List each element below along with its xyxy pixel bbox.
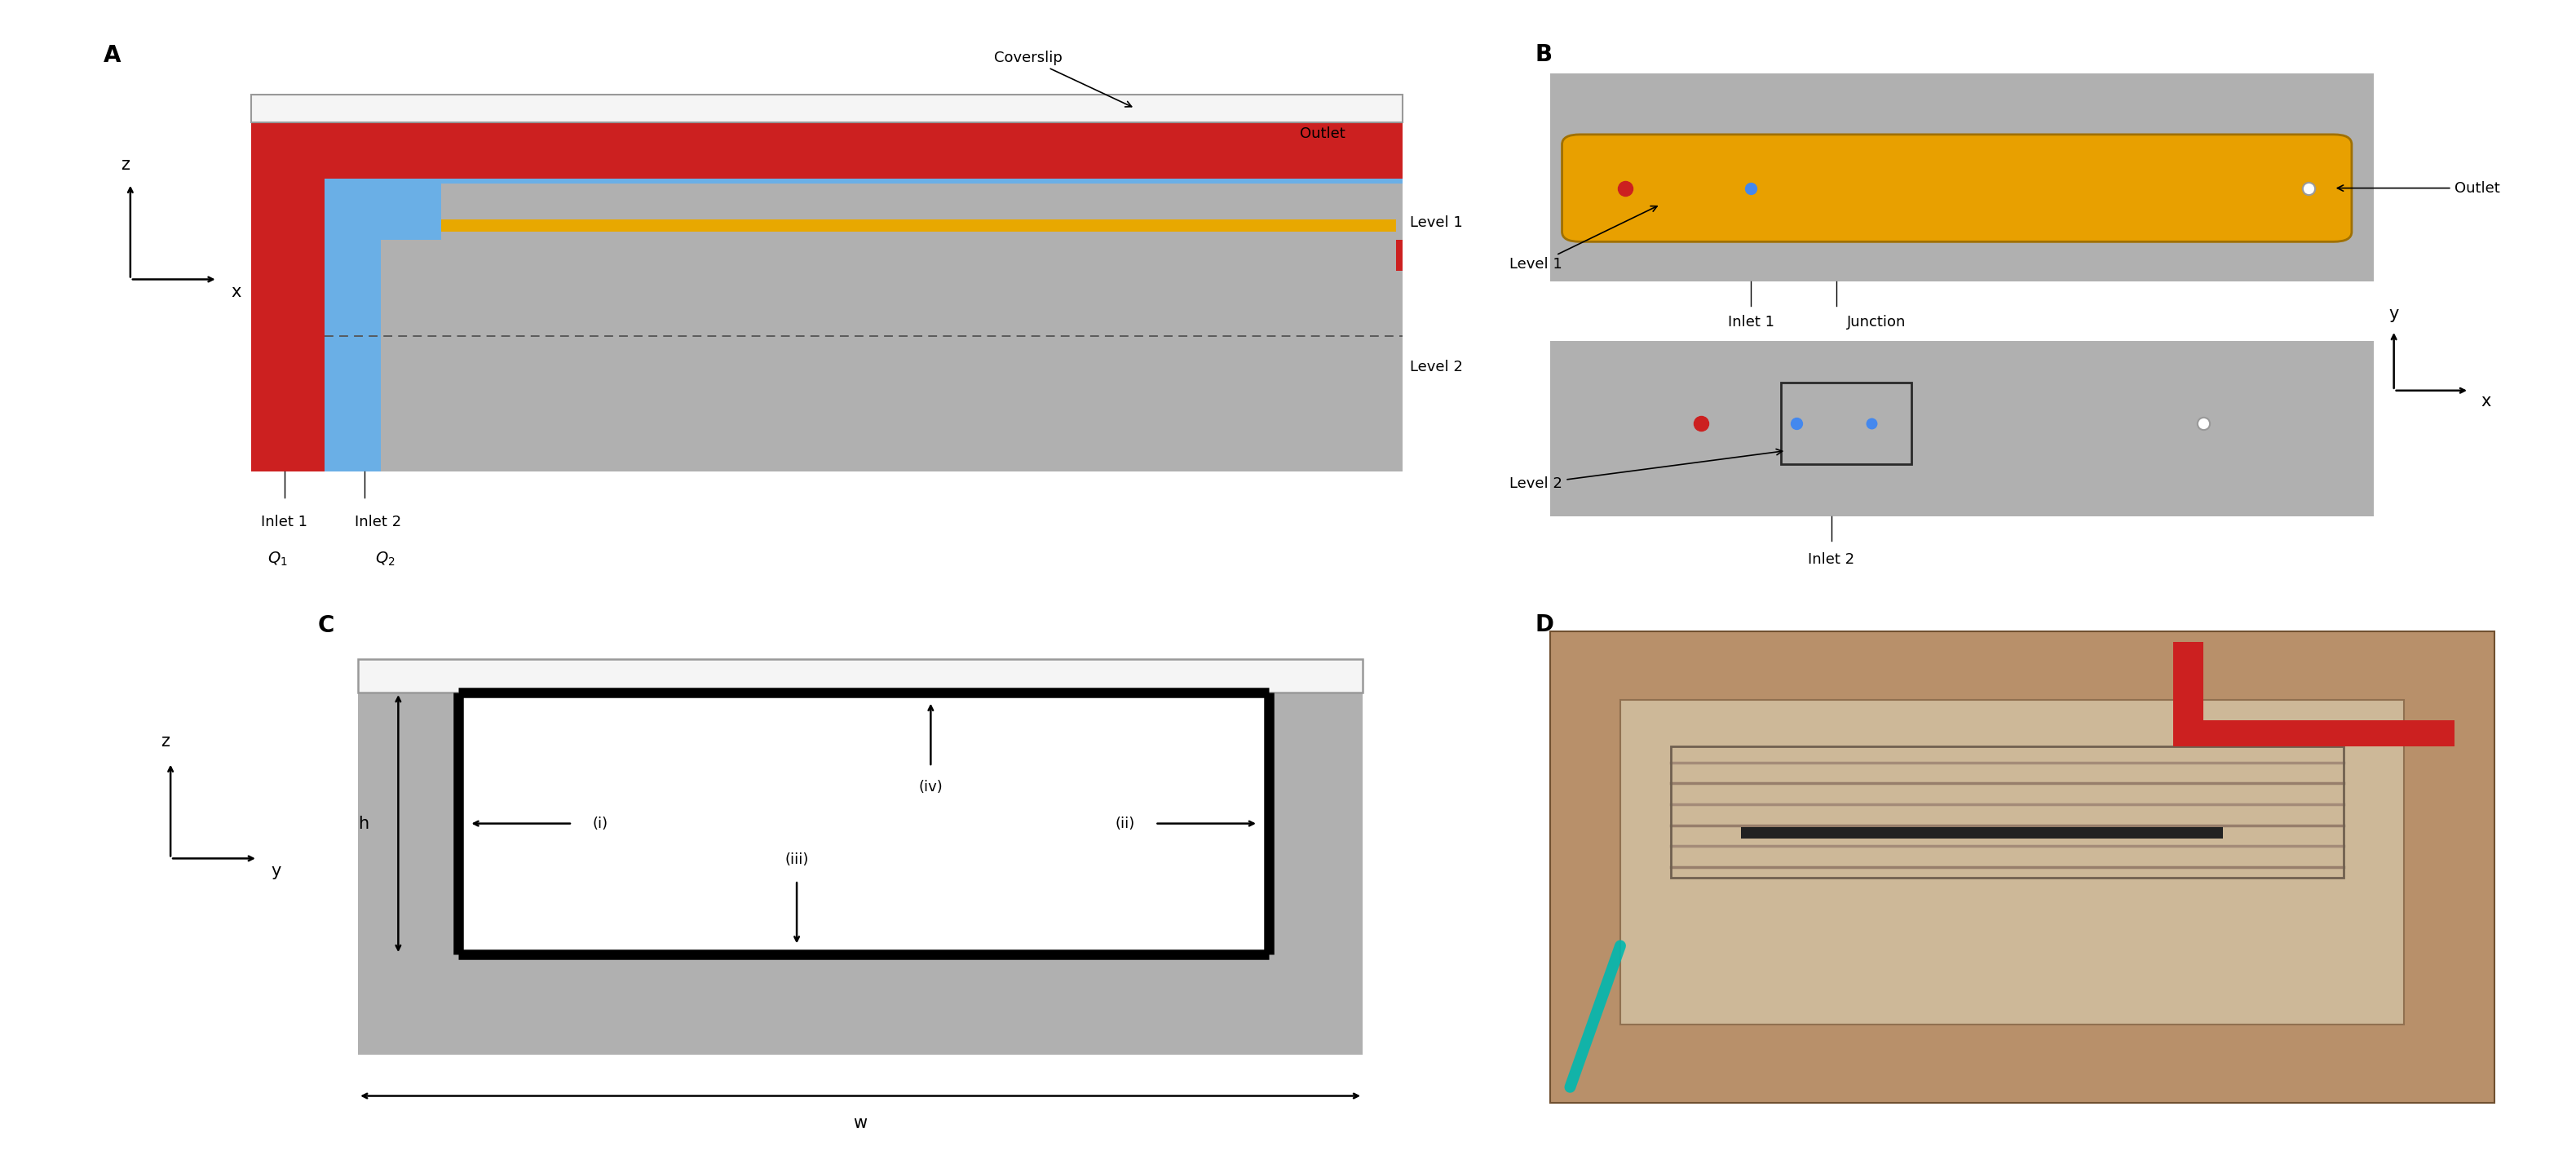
Text: (ii): (ii) — [1115, 816, 1136, 831]
Bar — [1551, 73, 2375, 282]
Text: x: x — [2481, 393, 2491, 410]
Bar — [440, 183, 1404, 240]
Bar — [325, 201, 417, 271]
Text: Outlet: Outlet — [2336, 180, 2499, 196]
Text: Junction: Junction — [1847, 315, 1906, 329]
Text: $Q_2$: $Q_2$ — [376, 551, 394, 567]
Bar — [1780, 382, 1911, 464]
Text: Inlet 1: Inlet 1 — [260, 514, 307, 530]
Text: y: y — [270, 863, 281, 879]
Bar — [358, 659, 1363, 693]
Text: Level 2: Level 2 — [1510, 449, 1783, 491]
Bar — [250, 122, 325, 471]
Bar — [381, 179, 440, 268]
Bar — [1551, 341, 2375, 517]
Text: Coverslip: Coverslip — [994, 51, 1131, 107]
Text: x: x — [232, 284, 242, 300]
Text: y: y — [2388, 306, 2398, 322]
Bar — [381, 179, 1404, 240]
Text: Outlet: Outlet — [1301, 127, 1345, 142]
Bar — [1741, 826, 2223, 838]
Bar — [358, 693, 1363, 1055]
Text: Level 1: Level 1 — [1510, 206, 1656, 272]
Bar — [1669, 747, 2344, 878]
Text: h: h — [358, 815, 368, 832]
Text: (iv): (iv) — [920, 780, 943, 795]
Text: Inlet 2: Inlet 2 — [355, 514, 402, 530]
Bar — [440, 219, 1396, 232]
Bar — [459, 693, 1270, 954]
Bar — [2174, 641, 2202, 721]
Text: w: w — [853, 1115, 868, 1131]
Bar — [250, 122, 1404, 271]
Bar — [325, 271, 1404, 471]
Text: D: D — [1535, 613, 1553, 636]
Bar — [2174, 721, 2455, 747]
Text: C: C — [317, 615, 335, 637]
Text: Metallic layer: Metallic layer — [907, 258, 1015, 274]
Text: Level 2: Level 2 — [1409, 360, 1463, 374]
Bar — [250, 94, 1404, 122]
Text: z: z — [121, 156, 129, 173]
Text: B: B — [1535, 43, 1553, 66]
Bar — [1620, 700, 2403, 1024]
Bar — [325, 179, 381, 279]
Text: (iii): (iii) — [786, 852, 809, 867]
Text: A: A — [103, 43, 121, 66]
Text: (i): (i) — [592, 816, 608, 831]
Bar — [440, 184, 1396, 232]
FancyBboxPatch shape — [1561, 135, 2352, 242]
Text: Inlet 2: Inlet 2 — [1808, 552, 1855, 567]
Text: z: z — [160, 733, 170, 750]
Bar — [325, 279, 381, 471]
Bar — [440, 240, 1396, 471]
Text: Inlet 1: Inlet 1 — [1728, 315, 1775, 329]
Text: $Q_1$: $Q_1$ — [268, 551, 289, 567]
Bar — [381, 240, 440, 471]
Bar — [250, 122, 1404, 471]
Text: Level 1: Level 1 — [1409, 215, 1463, 230]
